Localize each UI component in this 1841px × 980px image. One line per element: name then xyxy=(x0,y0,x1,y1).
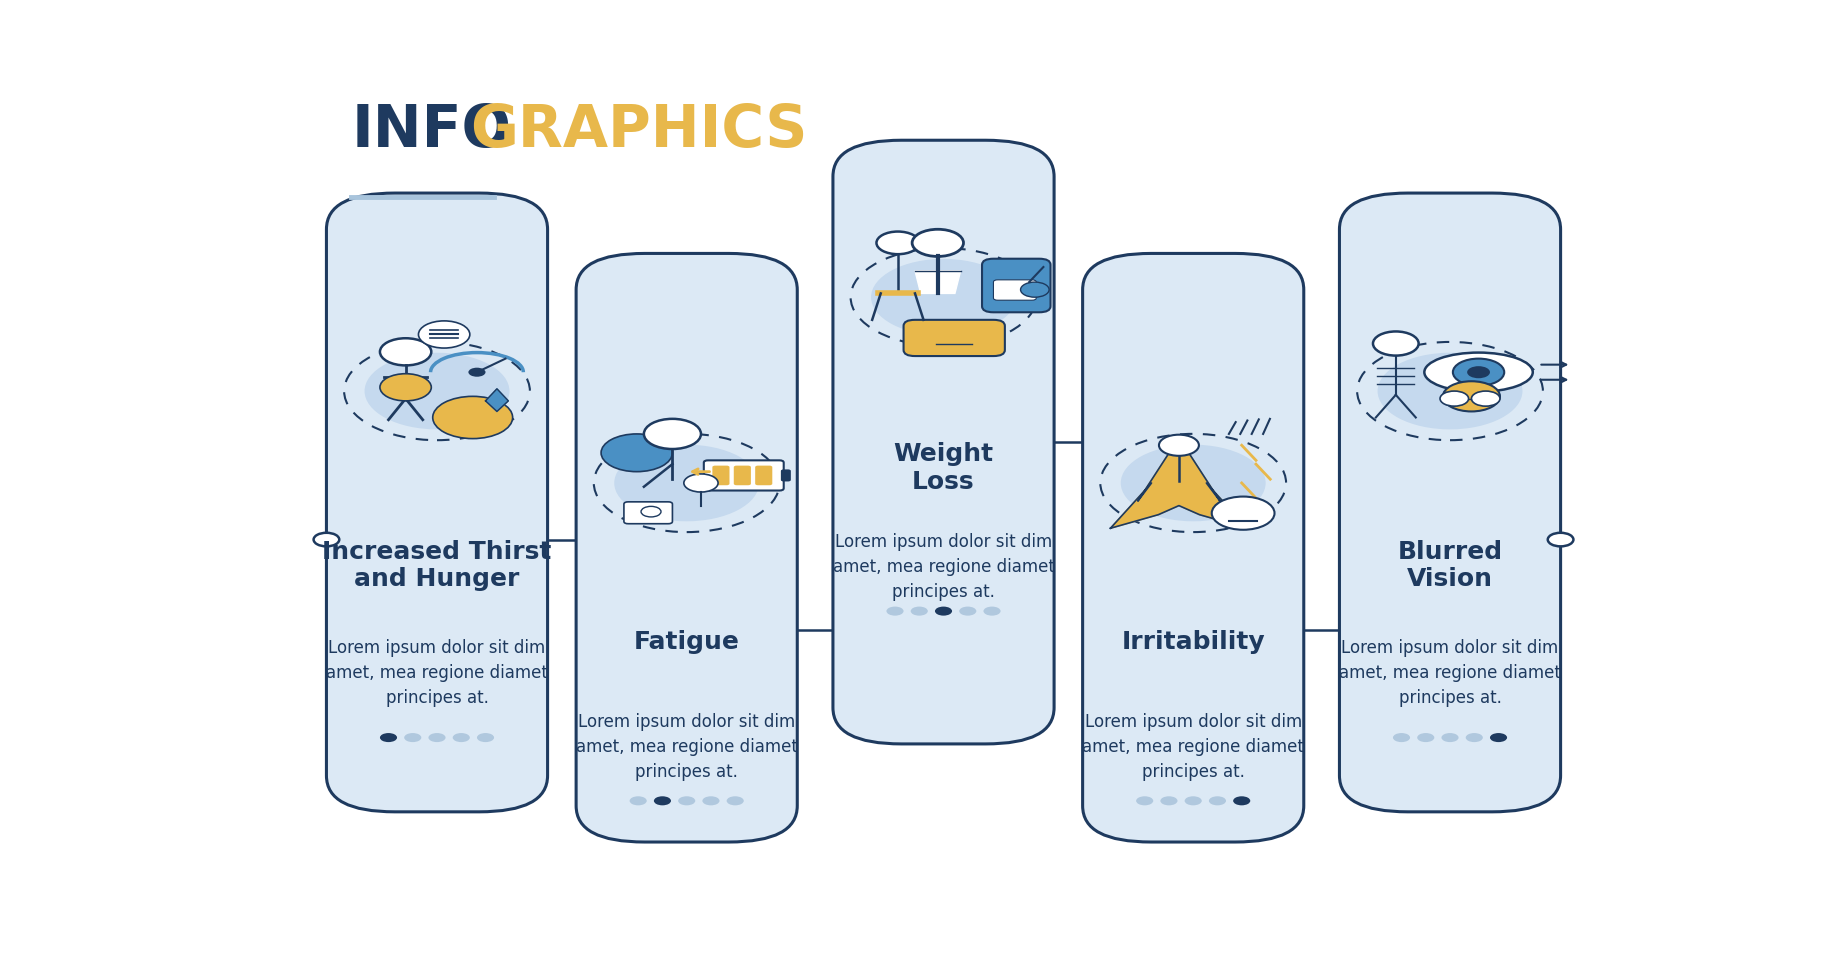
Circle shape xyxy=(379,373,431,401)
Circle shape xyxy=(379,733,398,742)
FancyBboxPatch shape xyxy=(755,466,773,485)
Circle shape xyxy=(1418,733,1434,742)
Circle shape xyxy=(1394,733,1410,742)
FancyBboxPatch shape xyxy=(712,466,729,485)
Circle shape xyxy=(1465,733,1482,742)
Circle shape xyxy=(1489,733,1508,742)
Circle shape xyxy=(1440,391,1469,406)
Circle shape xyxy=(871,259,1016,335)
Circle shape xyxy=(405,733,422,742)
Ellipse shape xyxy=(1425,353,1534,392)
Circle shape xyxy=(418,320,469,348)
Text: Blurred
Vision: Blurred Vision xyxy=(1397,540,1502,591)
Circle shape xyxy=(876,231,919,254)
Circle shape xyxy=(1471,391,1500,406)
Circle shape xyxy=(911,607,928,615)
Circle shape xyxy=(468,368,486,376)
Circle shape xyxy=(1233,797,1250,806)
Text: Weight
Loss: Weight Loss xyxy=(893,442,994,494)
Circle shape xyxy=(935,607,952,615)
Text: GRAPHICS: GRAPHICS xyxy=(469,102,806,159)
Circle shape xyxy=(1442,733,1458,742)
Circle shape xyxy=(365,353,510,429)
Circle shape xyxy=(1184,797,1202,806)
Circle shape xyxy=(1136,797,1152,806)
Text: Increased Thirst
and Hunger: Increased Thirst and Hunger xyxy=(322,540,552,591)
Circle shape xyxy=(1211,497,1274,530)
Circle shape xyxy=(1160,435,1198,456)
Circle shape xyxy=(677,797,696,806)
Circle shape xyxy=(433,396,512,439)
Circle shape xyxy=(1121,445,1265,521)
Text: Lorem ipsum dolor sit dim
amet, mea regione diamet
principes at.: Lorem ipsum dolor sit dim amet, mea regi… xyxy=(326,639,549,707)
FancyBboxPatch shape xyxy=(781,469,792,481)
Circle shape xyxy=(654,797,670,806)
Text: Lorem ipsum dolor sit dim
amet, mea regione diamet
principes at.: Lorem ipsum dolor sit dim amet, mea regi… xyxy=(576,712,797,780)
Text: Fatigue: Fatigue xyxy=(633,630,740,654)
Circle shape xyxy=(1373,331,1419,356)
Circle shape xyxy=(429,733,446,742)
FancyBboxPatch shape xyxy=(981,259,1051,313)
FancyBboxPatch shape xyxy=(1340,193,1561,811)
FancyBboxPatch shape xyxy=(1083,254,1303,842)
FancyBboxPatch shape xyxy=(326,193,547,811)
FancyBboxPatch shape xyxy=(624,502,672,523)
FancyBboxPatch shape xyxy=(576,254,797,842)
FancyBboxPatch shape xyxy=(904,319,1005,356)
Circle shape xyxy=(630,797,646,806)
Circle shape xyxy=(1453,359,1504,386)
Circle shape xyxy=(1020,282,1049,297)
Text: Lorem ipsum dolor sit dim
amet, mea regione diamet
principes at.: Lorem ipsum dolor sit dim amet, mea regi… xyxy=(832,533,1055,601)
Circle shape xyxy=(911,229,963,257)
Circle shape xyxy=(887,607,904,615)
Circle shape xyxy=(983,607,1002,615)
Circle shape xyxy=(703,797,720,806)
Circle shape xyxy=(1548,533,1574,547)
FancyBboxPatch shape xyxy=(735,466,751,485)
Text: Lorem ipsum dolor sit dim
amet, mea regione diamet
principes at.: Lorem ipsum dolor sit dim amet, mea regi… xyxy=(1083,712,1303,780)
Text: Lorem ipsum dolor sit dim
amet, mea regione diamet
principes at.: Lorem ipsum dolor sit dim amet, mea regi… xyxy=(1338,639,1561,707)
Circle shape xyxy=(615,445,758,521)
Circle shape xyxy=(453,733,469,742)
Polygon shape xyxy=(915,270,961,293)
Text: INFO: INFO xyxy=(352,102,512,159)
Circle shape xyxy=(477,733,493,742)
Circle shape xyxy=(1210,797,1226,806)
Circle shape xyxy=(379,338,431,366)
Text: Irritability: Irritability xyxy=(1121,630,1265,654)
Circle shape xyxy=(1443,381,1500,412)
Circle shape xyxy=(1467,367,1489,378)
Circle shape xyxy=(600,434,672,471)
Circle shape xyxy=(1160,797,1178,806)
Circle shape xyxy=(683,474,718,492)
Polygon shape xyxy=(1110,438,1248,528)
Circle shape xyxy=(644,418,701,449)
FancyBboxPatch shape xyxy=(994,280,1036,300)
Circle shape xyxy=(313,533,339,547)
FancyBboxPatch shape xyxy=(703,461,784,491)
FancyBboxPatch shape xyxy=(832,140,1055,744)
Polygon shape xyxy=(486,389,508,412)
Circle shape xyxy=(727,797,744,806)
Circle shape xyxy=(1377,353,1523,429)
Circle shape xyxy=(959,607,976,615)
